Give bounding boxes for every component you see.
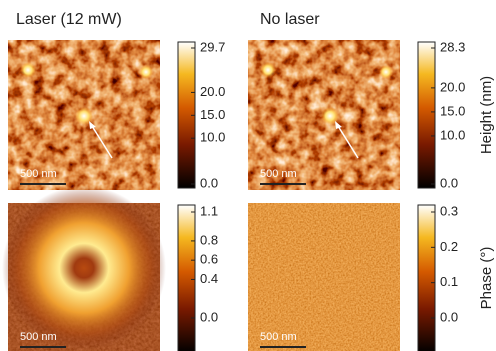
colorbar-tick-label: 20.0 [200,84,225,99]
colorbar-tick-label: 0.2 [440,239,458,254]
colorbar-tick-label: 28.3 [440,39,465,54]
colorbar-tick-label: 1.1 [200,203,218,218]
colorbar-tick-label: 0.6 [200,252,218,267]
column-title: Laser (12 mW) [16,11,122,28]
image-laser-phase [2,186,166,351]
colorbar-tick-label: 0.4 [200,271,218,286]
column-title: No laser [260,11,320,28]
row-label: Height (nm) [478,76,495,154]
colorbar [178,205,195,351]
scale-bar-label: 500 nm [20,331,57,343]
colorbar-tick-label: 10.0 [200,130,225,145]
colorbar-tick-label: 0.0 [440,175,458,190]
row-label: Phase (°) [478,247,495,310]
colorbar-tick-label: 0.3 [440,203,458,218]
colorbar-tick-label: 0.0 [440,309,458,324]
colorbar-tick-label: 15.0 [200,107,225,122]
scale-bar-label: 500 nm [260,168,297,180]
colorbar-tick-label: 0.8 [200,232,218,247]
image-nolaser-phase [248,203,400,351]
colorbar-tick-label: 20.0 [440,79,465,94]
colorbar-tick-label: 0.0 [200,309,218,324]
colorbar [418,205,435,351]
colorbar-tick-label: 29.7 [200,39,225,54]
colorbar-tick-label: 10.0 [440,127,465,142]
scale-bar-label: 500 nm [20,168,57,180]
scale-bar-label: 500 nm [260,331,297,343]
figure: Laser (12 mW) No laser Height (nm) 500 nm… [0,0,496,351]
colorbar-tick-label: 15.0 [440,103,465,118]
colorbar-tick-label: 0.1 [440,274,458,289]
colorbar [418,42,435,188]
colorbar-tick-label: 0.0 [200,175,218,190]
